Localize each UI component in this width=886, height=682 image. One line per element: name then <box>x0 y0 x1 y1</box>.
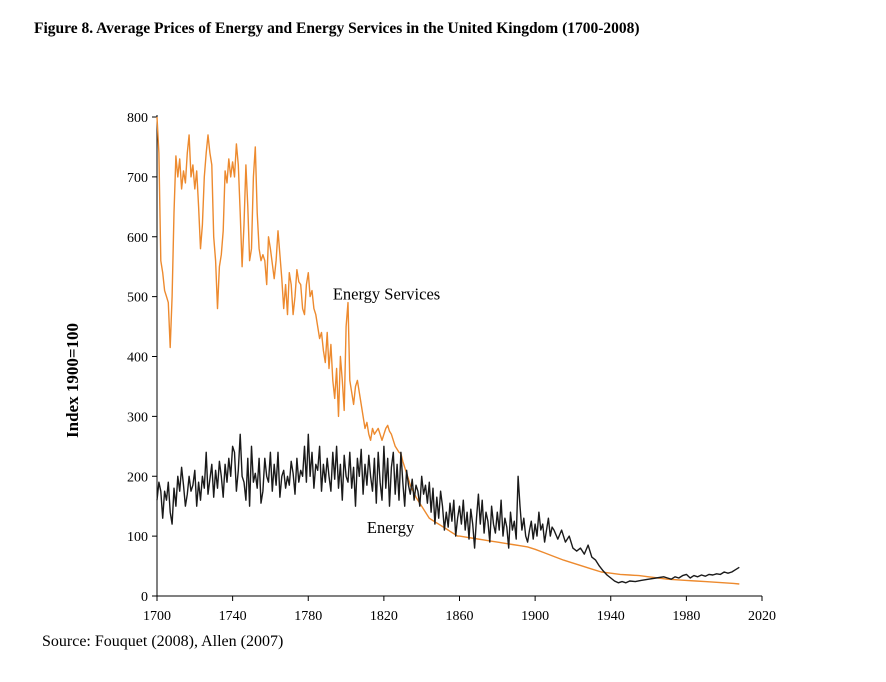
series-label: Energy <box>367 518 415 537</box>
x-tick-label: 1780 <box>294 609 322 624</box>
y-tick-label: 400 <box>127 351 148 366</box>
x-tick-label: 1860 <box>446 609 474 624</box>
y-tick-label: 200 <box>127 470 148 485</box>
series-line-energy <box>156 433 740 584</box>
x-tick-label: 2020 <box>748 609 776 624</box>
y-axis-title: Index 1900=100 <box>63 323 82 438</box>
figure-title: Figure 8. Average Prices of Energy and E… <box>34 20 640 37</box>
x-tick-label: 1980 <box>672 609 700 624</box>
series-line-energy-services <box>156 116 740 585</box>
series-label: Energy Services <box>333 285 440 304</box>
x-tick-label: 1740 <box>219 609 247 624</box>
y-tick-label: 100 <box>127 530 148 545</box>
y-tick-label: 300 <box>127 410 148 425</box>
x-tick-label: 1700 <box>143 609 171 624</box>
y-tick-label: 700 <box>127 171 148 186</box>
y-tick-label: 800 <box>127 111 148 126</box>
chart-labels: Energy Services Energy <box>333 285 440 538</box>
y-tick-label: 0 <box>141 590 148 605</box>
chart-axes: 0 100 200 300 400 500 600 700 800 1700 1740 1780 182… <box>63 111 776 624</box>
x-tick-label: 1940 <box>597 609 625 624</box>
x-tick-label: 1900 <box>521 609 549 624</box>
figure-source: Source: Fouquet (2008), Allen (2007) <box>42 633 284 650</box>
y-tick-label: 500 <box>127 291 148 306</box>
chart-series <box>156 116 740 585</box>
x-tick-label: 1820 <box>370 609 398 624</box>
y-tick-label: 600 <box>127 231 148 246</box>
